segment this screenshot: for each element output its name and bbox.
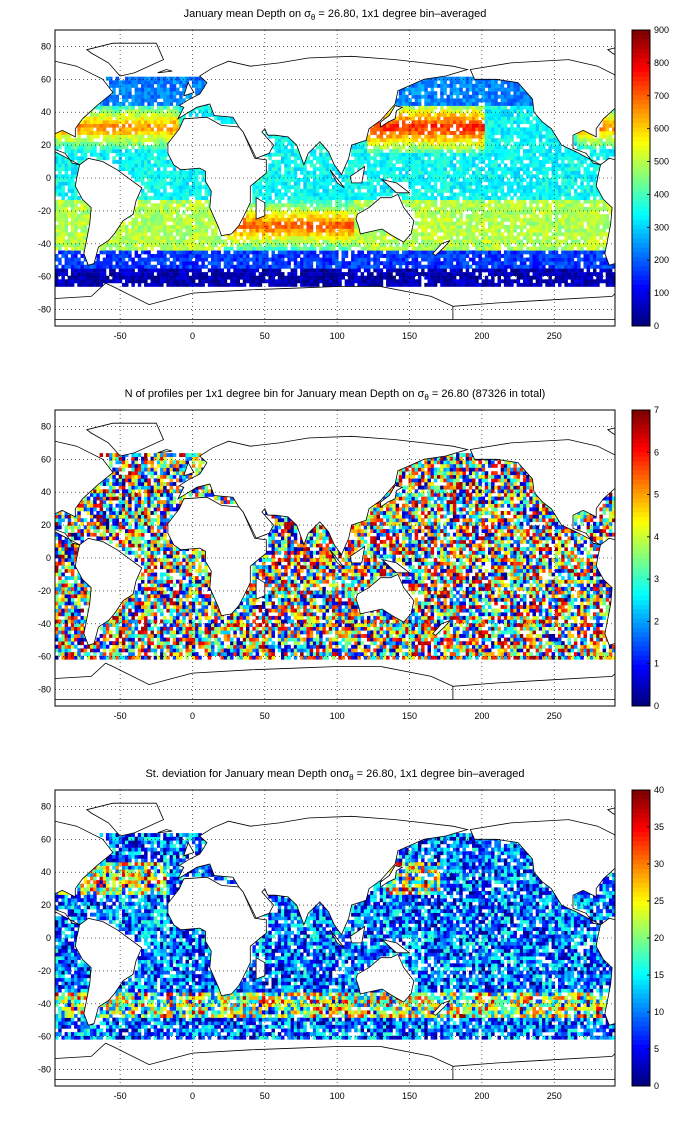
x-tick-label: -50 <box>114 1091 127 1101</box>
colorbar: 7 6 5 4 3 2 1 0 <box>631 405 659 711</box>
x-tick-label: 50 <box>260 1091 270 1101</box>
y-tick-label: -20 <box>38 586 51 596</box>
depth-map-panel: January mean Depth on σθ = 26.80, 1x1 de… <box>0 0 696 380</box>
colorbar-tick-label: 20 <box>654 933 664 943</box>
nprofiles-map-svg: -50 0 50 100 150 200 250806040200-20-40-60-807… <box>38 405 659 721</box>
x-tick-label: 0 <box>190 1091 195 1101</box>
x-tick-label: 200 <box>474 331 489 341</box>
x-tick-label: 200 <box>474 1091 489 1101</box>
x-tick-label: 0 <box>190 331 195 341</box>
grid-lines <box>55 790 615 1086</box>
nprofiles-map-title: N of profiles per 1x1 degree bin for Jan… <box>124 388 546 402</box>
x-tick-label: 100 <box>330 1091 345 1101</box>
colorbar-tick-label: 800 <box>654 58 669 68</box>
colorbar-tick-label: 0 <box>654 701 659 711</box>
axes-frame <box>54 409 616 707</box>
x-tick-label: 0 <box>190 711 195 721</box>
depth-map-svg: -50 0 50 100 150 200 250806040200-20-40-60-809… <box>38 25 669 341</box>
y-tick-label: 40 <box>41 107 51 117</box>
x-tick-label: 100 <box>330 331 345 341</box>
y-tick-label: -80 <box>38 1065 51 1075</box>
x-tick-label: 50 <box>260 711 270 721</box>
colorbar: 900 800 700 600 500 400 300 200 100 0 <box>631 25 669 331</box>
y-tick-label: -60 <box>38 1032 51 1042</box>
x-tick-label: 100 <box>330 711 345 721</box>
x-tick-label: 200 <box>474 711 489 721</box>
nprofiles-map-panel: N of profiles per 1x1 degree bin for Jan… <box>0 380 696 760</box>
depth-map-title: January mean Depth on σθ = 26.80, 1x1 de… <box>183 8 487 22</box>
y-tick-label: -20 <box>38 966 51 976</box>
colorbar-tick-label: 5 <box>654 1044 659 1054</box>
x-tick-label: 250 <box>547 331 562 341</box>
y-tick-label: -80 <box>38 305 51 315</box>
coastlines <box>55 42 615 320</box>
x-tick-label: 150 <box>402 331 417 341</box>
y-tick-label: 80 <box>41 421 51 431</box>
x-tick-label: -50 <box>114 711 127 721</box>
colorbar-tick-label: 1 <box>654 659 659 669</box>
y-tick-label: 0 <box>46 173 51 183</box>
y-tick-label: 80 <box>41 801 51 811</box>
y-tick-label: -40 <box>38 619 51 629</box>
colorbar-tick-label: 7 <box>654 405 659 415</box>
y-tick-label: 20 <box>41 140 51 150</box>
colorbar-tick-label: 2 <box>654 616 659 626</box>
y-tick-label: 60 <box>41 834 51 844</box>
grid-lines <box>55 30 615 326</box>
y-tick-label: -40 <box>38 239 51 249</box>
y-tick-label: 20 <box>41 520 51 530</box>
y-tick-label: 40 <box>41 487 51 497</box>
x-tick-label: 150 <box>402 711 417 721</box>
colorbar-tick-label: 25 <box>654 896 664 906</box>
y-tick-label: -60 <box>38 272 51 282</box>
y-tick-label: 80 <box>41 41 51 51</box>
colorbar-tick-label: 300 <box>654 222 669 232</box>
x-tick-label: 150 <box>402 1091 417 1101</box>
x-tick-label: 250 <box>547 1091 562 1101</box>
colorbar: 40 35 30 25 20 15 10 5 0 <box>631 785 664 1091</box>
coastlines <box>55 802 615 1080</box>
colorbar-tick-label: 500 <box>654 157 669 167</box>
y-tick-label: 20 <box>41 900 51 910</box>
colorbar-tick-label: 10 <box>654 1007 664 1017</box>
stdev-map-title: St. deviation for January mean Depth onσ… <box>145 768 525 782</box>
y-tick-label: -80 <box>38 685 51 695</box>
colorbar-tick-label: 600 <box>654 124 669 134</box>
data-cells <box>55 76 616 287</box>
y-tick-label: 60 <box>41 74 51 84</box>
coastlines <box>55 422 615 700</box>
y-tick-label: 0 <box>46 933 51 943</box>
colorbar-tick-label: 40 <box>654 785 664 795</box>
colorbar-tick-label: 35 <box>654 822 664 832</box>
y-tick-label: 0 <box>46 553 51 563</box>
grid-lines <box>55 410 615 706</box>
colorbar-tick-label: 400 <box>654 189 669 199</box>
axes-frame <box>54 789 616 1087</box>
y-tick-label: 40 <box>41 867 51 877</box>
colorbar-tick-label: 5 <box>654 490 659 500</box>
colorbar-tick-label: 0 <box>654 321 659 331</box>
x-tick-label: 50 <box>260 331 270 341</box>
colorbar-tick-label: 30 <box>654 859 664 869</box>
colorbar-tick-label: 15 <box>654 970 664 980</box>
colorbar-tick-label: 3 <box>654 574 659 584</box>
x-tick-label: 250 <box>547 711 562 721</box>
data-cells <box>55 453 616 660</box>
stdev-map-svg: -50 0 50 100 150 200 250806040200-20-40-60-804… <box>38 785 664 1101</box>
axes-frame <box>54 29 616 327</box>
data-cells <box>55 833 616 1040</box>
colorbar-tick-label: 700 <box>654 91 669 101</box>
colorbar-tick-label: 0 <box>654 1081 659 1091</box>
y-tick-label: 60 <box>41 454 51 464</box>
colorbar-tick-label: 4 <box>654 532 659 542</box>
y-tick-label: -40 <box>38 999 51 1009</box>
colorbar-tick-label: 6 <box>654 447 659 457</box>
colorbar-tick-label: 100 <box>654 288 669 298</box>
colorbar-tick-label: 900 <box>654 25 669 35</box>
colorbar-tick-label: 200 <box>654 255 669 265</box>
stdev-map-panel: St. deviation for January mean Depth onσ… <box>0 760 696 1140</box>
x-tick-label: -50 <box>114 331 127 341</box>
y-tick-label: -20 <box>38 206 51 216</box>
y-tick-label: -60 <box>38 652 51 662</box>
